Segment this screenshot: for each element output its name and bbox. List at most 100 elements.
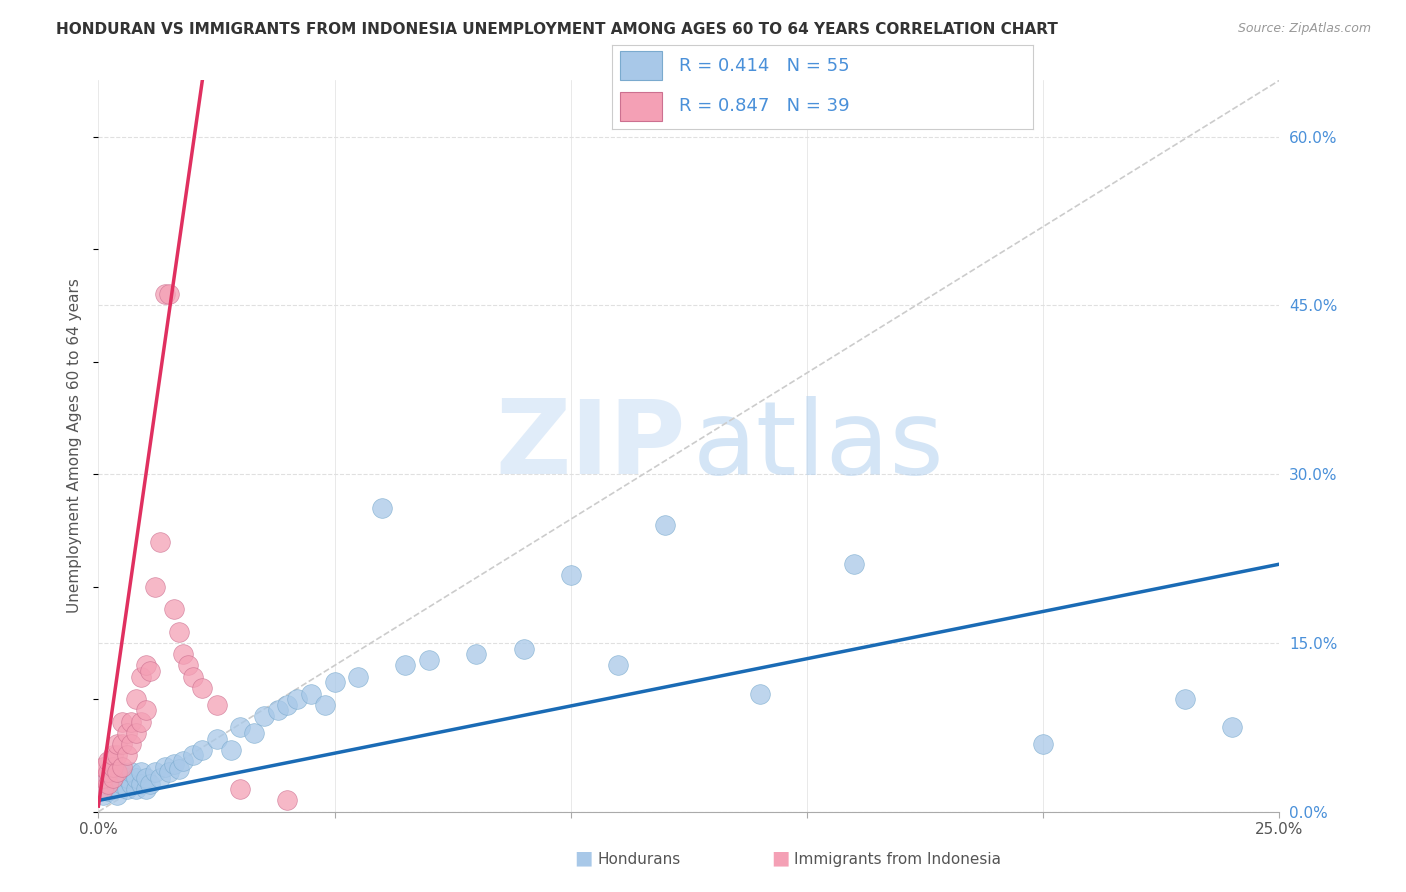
Point (105, 748, 128, 763)
Text: ■: ■ (574, 848, 593, 867)
Point (276, 793, 298, 807)
Point (121, 765, 143, 780)
Y-axis label: Unemployment Among Ages 60 to 64 years: Unemployment Among Ages 60 to 64 years (67, 278, 83, 614)
Point (135, 703, 157, 717)
Point (191, 681, 214, 695)
Point (105, 788, 128, 802)
Point (172, 647, 194, 661)
Point (105, 737, 128, 751)
Point (101, 773, 124, 788)
Point (91, 788, 114, 802)
Point (125, 771, 148, 785)
Point (1220, 720, 1243, 734)
Point (465, 647, 488, 661)
Point (125, 726, 148, 740)
Point (111, 737, 134, 751)
Point (129, 670, 152, 684)
Point (149, 534, 172, 549)
Point (394, 658, 416, 673)
Point (285, 692, 308, 706)
Point (101, 748, 124, 763)
Point (97, 784, 120, 798)
Point (157, 765, 180, 780)
Text: Source: ZipAtlas.com: Source: ZipAtlas.com (1237, 22, 1371, 36)
Text: ZIP: ZIP (495, 395, 685, 497)
Point (97, 771, 120, 785)
Point (111, 765, 134, 780)
Point (149, 771, 172, 785)
Point (125, 782, 148, 797)
Point (91, 760, 114, 774)
Point (229, 782, 252, 797)
Point (512, 641, 534, 656)
Point (299, 687, 322, 701)
Point (91, 776, 114, 790)
Point (748, 687, 770, 701)
Text: Immigrants from Indonesia: Immigrants from Indonesia (794, 852, 1001, 867)
Point (111, 760, 134, 774)
Point (111, 776, 134, 790)
Bar (620, 52, 662, 80)
Point (229, 720, 252, 734)
Point (153, 287, 176, 301)
Point (371, 500, 394, 515)
Point (135, 782, 157, 797)
Point (347, 670, 370, 684)
Point (654, 517, 676, 532)
Point (101, 782, 124, 797)
Point (1174, 692, 1197, 706)
Point (1032, 737, 1054, 751)
Point (139, 664, 162, 678)
Point (91, 782, 114, 797)
Point (129, 765, 152, 780)
Point (121, 714, 143, 729)
Point (129, 714, 152, 729)
Point (219, 743, 242, 757)
Point (101, 760, 124, 774)
Point (253, 709, 276, 723)
Point (205, 731, 228, 746)
Point (97, 754, 120, 768)
Point (121, 776, 143, 790)
Point (267, 703, 290, 717)
Point (243, 726, 266, 740)
Point (143, 580, 166, 594)
Point (163, 757, 186, 772)
Point (135, 658, 157, 673)
Point (129, 776, 152, 790)
Point (115, 748, 138, 763)
Point (167, 624, 190, 639)
Point (418, 653, 440, 667)
Point (139, 776, 162, 790)
Point (181, 748, 204, 763)
Point (97, 776, 120, 790)
Point (205, 698, 228, 712)
Point (143, 765, 166, 780)
Point (115, 782, 138, 797)
Point (276, 698, 298, 712)
Point (323, 675, 346, 690)
Point (163, 602, 186, 616)
Point (560, 568, 582, 582)
Point (97, 765, 120, 780)
Point (105, 765, 128, 780)
Point (153, 760, 176, 774)
Point (191, 743, 214, 757)
Point (121, 737, 143, 751)
Point (105, 780, 128, 794)
Point (91, 771, 114, 785)
Point (177, 658, 200, 673)
Point (172, 754, 194, 768)
Text: Hondurans: Hondurans (598, 852, 681, 867)
Point (314, 698, 336, 712)
Text: R = 0.847   N = 39: R = 0.847 N = 39 (679, 97, 849, 115)
Point (101, 771, 124, 785)
Point (115, 771, 138, 785)
Point (125, 692, 148, 706)
Point (181, 670, 204, 684)
Text: HONDURAN VS IMMIGRANTS FROM INDONESIA UNEMPLOYMENT AMONG AGES 60 TO 64 YEARS COR: HONDURAN VS IMMIGRANTS FROM INDONESIA UN… (56, 22, 1059, 37)
Text: ■: ■ (770, 848, 790, 867)
Point (135, 771, 157, 785)
Point (115, 726, 138, 740)
Text: R = 0.414   N = 55: R = 0.414 N = 55 (679, 57, 849, 75)
